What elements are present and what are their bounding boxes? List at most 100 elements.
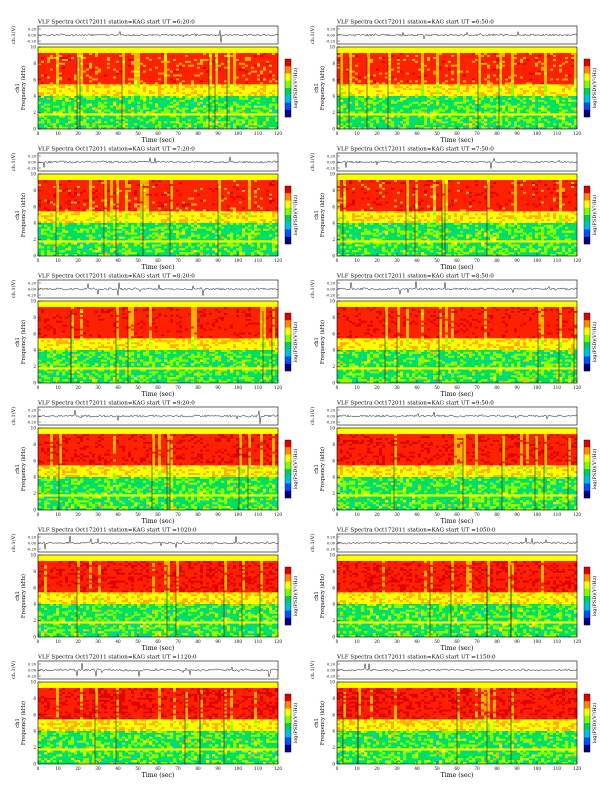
spectrogram-cell — [143, 105, 147, 108]
waveform-trace — [37, 30, 279, 43]
spectrogram-cell — [430, 82, 434, 85]
spectrogram-cell — [44, 88, 48, 91]
spectrogram-cell — [140, 50, 144, 54]
spectrogram-cell — [239, 74, 243, 77]
spectrogram-cell — [451, 48, 455, 52]
spectrogram-cell — [460, 50, 464, 54]
spectrogram-cell — [445, 93, 449, 97]
spectrogram-cell — [535, 88, 539, 91]
spectrogram-cell — [143, 89, 147, 93]
spectrogram-cell — [203, 93, 207, 97]
spectrogram-cell — [269, 91, 273, 95]
spectrogram-cell — [125, 62, 129, 65]
spectrogram-cell — [92, 78, 96, 81]
spectrogram-cell — [92, 86, 96, 89]
spectrogram-cell — [412, 56, 416, 59]
spectrogram-cell — [544, 91, 548, 95]
spectrogram-cell — [41, 86, 45, 89]
spectrogram-cell — [376, 70, 380, 73]
spectrogram-cell — [89, 52, 93, 56]
spectrogram-cell — [44, 78, 48, 81]
spectrogram-cell — [544, 68, 548, 71]
spectrogram-cell — [68, 47, 72, 50]
spectrogram-cell — [346, 74, 350, 77]
spectrogram-cell — [50, 88, 54, 91]
spectrogram-cell — [185, 74, 189, 77]
spectrogram-cell — [230, 66, 234, 69]
spectrogram-cell — [50, 66, 54, 69]
spectrogram-cell — [134, 80, 138, 83]
spectrogram-cell — [158, 86, 162, 89]
spectrogram-cell — [257, 82, 261, 85]
spectrogram-cell — [448, 60, 452, 63]
spectrogram-cell — [191, 84, 195, 87]
spectrogram-cell — [367, 101, 371, 104]
spectrogram-cell — [62, 86, 66, 89]
spectrogram-cell — [233, 64, 237, 67]
spectrogram-cell — [430, 80, 434, 83]
x-tick-label: 120 — [274, 131, 282, 136]
spectrogram-cell — [463, 72, 467, 75]
spectrogram-cell — [116, 82, 120, 85]
spectrogram-cell — [337, 113, 341, 116]
spectrogram-cell — [56, 127, 60, 130]
spectrogram-cell — [481, 93, 485, 97]
spectrogram-cell — [134, 47, 138, 50]
spectrogram-cell — [71, 60, 75, 63]
spectrogram-cell — [116, 76, 120, 79]
spectrogram-cell — [349, 82, 353, 85]
spectrogram-cell — [448, 95, 452, 98]
spectrogram-cell — [490, 121, 494, 124]
spectrogram-cell — [212, 47, 216, 50]
spectrogram-cell — [269, 56, 273, 59]
spectrogram-cell — [53, 91, 57, 95]
spectrogram-cell — [47, 127, 51, 130]
spectrogram-cell — [532, 56, 536, 59]
spectrogram-cell — [80, 80, 84, 83]
spectrogram-cell — [508, 88, 512, 91]
spectrogram-cell — [391, 115, 395, 118]
spectrogram-cell — [245, 80, 249, 83]
spectrogram-cell — [128, 76, 132, 79]
spectrogram-cell — [436, 58, 440, 61]
spectrogram-cell — [152, 47, 156, 50]
spectrogram-cell — [361, 52, 365, 56]
spectrogram-cell — [173, 91, 177, 95]
spectrogram-cell — [487, 56, 491, 59]
spectrogram-cell — [215, 127, 219, 130]
spectrogram-cell — [523, 74, 527, 77]
spectrogram-cell — [116, 58, 120, 61]
spectrogram-cell — [388, 115, 392, 118]
spectrogram-cell — [412, 48, 416, 52]
spectrogram-cell — [376, 89, 380, 93]
spectrogram-cell — [397, 80, 401, 83]
spectrogram-cell — [466, 113, 470, 116]
spectrogram-cell — [400, 72, 404, 75]
spectrogram-cell — [185, 66, 189, 69]
spectrogram-cell — [475, 101, 479, 104]
spectrogram-cell — [191, 56, 195, 59]
spectrogram-cell — [134, 56, 138, 59]
spectrogram-cell — [122, 70, 126, 73]
spectrogram-cell — [520, 56, 524, 59]
spectrogram-cell — [538, 82, 542, 85]
spectrogram-cell — [209, 123, 213, 126]
spectrogram-cell — [209, 111, 213, 114]
spectrogram-cell — [424, 76, 428, 79]
spectrogram-cell — [502, 58, 506, 61]
spectrogram-cell — [496, 47, 500, 50]
spectrogram-cell — [376, 76, 380, 79]
spectrogram-cell — [475, 50, 479, 54]
spectrogram-cell — [125, 47, 129, 50]
spectrogram-cell — [529, 91, 533, 95]
spectrogram-cell — [221, 62, 225, 65]
spectrogram-cell — [137, 109, 141, 112]
spectrogram-cell — [191, 80, 195, 83]
spectrogram-cell — [239, 78, 243, 81]
spectrogram-cell — [254, 66, 258, 69]
spectrogram-cell — [206, 84, 210, 87]
spectrogram-cell — [520, 78, 524, 81]
spectrogram-cell — [119, 97, 123, 100]
spectrogram-cell — [254, 105, 258, 108]
spectrogram-cell — [526, 91, 530, 95]
